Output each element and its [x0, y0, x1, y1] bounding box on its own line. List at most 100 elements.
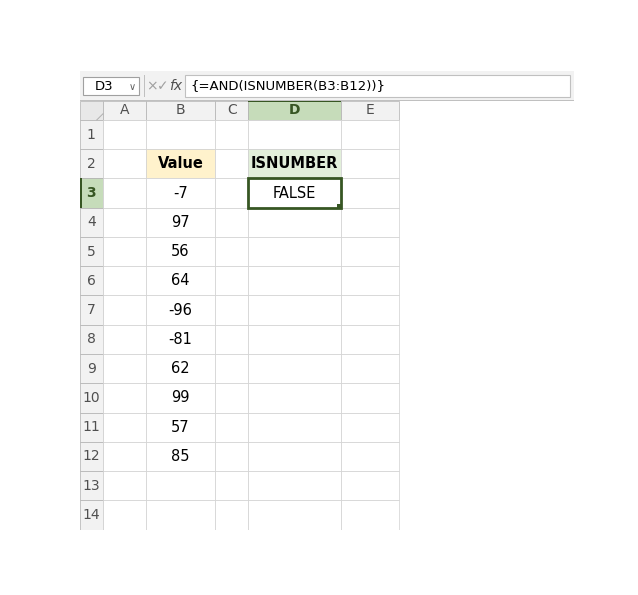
Bar	[248, 296, 341, 325]
Bar	[145, 237, 216, 266]
Bar	[80, 441, 103, 471]
Bar	[341, 296, 399, 325]
Bar	[145, 354, 216, 383]
Bar	[103, 237, 145, 266]
Text: 64: 64	[171, 273, 189, 289]
Text: 6: 6	[87, 274, 96, 288]
Bar	[341, 354, 399, 383]
Bar	[216, 383, 248, 412]
Bar	[248, 120, 341, 149]
Bar	[103, 149, 145, 178]
Text: 7: 7	[87, 303, 96, 317]
Bar	[341, 120, 399, 149]
Bar	[103, 266, 145, 296]
Bar	[103, 412, 145, 441]
Text: 99: 99	[171, 390, 189, 405]
Text: D3: D3	[95, 80, 114, 93]
Bar	[248, 325, 341, 354]
Bar	[80, 100, 574, 101]
Bar	[341, 101, 399, 120]
Bar	[248, 441, 341, 471]
Text: 9: 9	[87, 362, 96, 375]
Bar	[103, 208, 145, 237]
Bar	[337, 204, 341, 208]
Bar	[216, 149, 248, 178]
Text: 2: 2	[87, 157, 96, 171]
Bar	[80, 71, 574, 101]
Bar	[216, 354, 248, 383]
Text: 4: 4	[87, 215, 96, 229]
Bar	[248, 266, 341, 296]
Bar	[248, 178, 341, 208]
Bar	[216, 296, 248, 325]
Bar	[145, 120, 216, 149]
Text: 56: 56	[171, 244, 189, 259]
Bar	[145, 149, 216, 178]
Bar	[103, 383, 145, 412]
Bar	[341, 441, 399, 471]
Bar	[144, 75, 145, 97]
Bar	[248, 412, 341, 441]
Text: 85: 85	[171, 449, 189, 464]
Bar	[103, 120, 145, 149]
Text: -7: -7	[173, 186, 188, 201]
Text: -96: -96	[168, 303, 193, 318]
Bar	[145, 178, 216, 208]
Text: 5: 5	[87, 245, 96, 259]
Bar	[145, 471, 216, 500]
Text: {=AND(ISNUMBER(B3:B12))}: {=AND(ISNUMBER(B3:B12))}	[191, 80, 385, 93]
Bar	[145, 383, 216, 412]
Bar	[103, 101, 145, 120]
Bar	[216, 441, 248, 471]
Bar	[216, 178, 248, 208]
Bar	[341, 471, 399, 500]
Text: Value: Value	[158, 156, 204, 171]
Bar	[341, 325, 399, 354]
Bar	[341, 149, 399, 178]
Bar	[80, 178, 82, 208]
Bar	[145, 500, 216, 530]
Bar	[145, 412, 216, 441]
Text: 8: 8	[87, 333, 96, 346]
Bar	[185, 75, 570, 97]
Bar	[145, 208, 216, 237]
Bar	[145, 441, 216, 471]
Bar	[103, 296, 145, 325]
Bar	[216, 237, 248, 266]
Text: B: B	[175, 104, 185, 117]
Bar	[248, 471, 341, 500]
Bar	[103, 471, 145, 500]
Bar	[80, 296, 103, 325]
Text: ✓: ✓	[157, 79, 168, 93]
Bar	[248, 101, 341, 102]
Bar	[216, 120, 248, 149]
Bar	[216, 208, 248, 237]
Bar	[216, 266, 248, 296]
Bar	[216, 500, 248, 530]
Bar	[216, 471, 248, 500]
Text: ISNUMBER: ISNUMBER	[251, 156, 338, 171]
Bar	[341, 500, 399, 530]
Bar	[248, 101, 341, 120]
Bar	[145, 266, 216, 296]
Bar	[216, 325, 248, 354]
Bar	[248, 383, 341, 412]
Bar	[83, 77, 138, 95]
Text: ∨: ∨	[129, 82, 136, 92]
Bar	[80, 208, 103, 237]
Bar	[80, 383, 103, 412]
Bar	[103, 354, 145, 383]
Bar	[216, 412, 248, 441]
Bar	[80, 120, 103, 149]
Bar	[248, 208, 341, 237]
Text: 14: 14	[82, 508, 100, 522]
Bar	[248, 178, 341, 208]
Bar	[103, 500, 145, 530]
Bar	[80, 101, 103, 120]
Bar	[341, 383, 399, 412]
Text: 57: 57	[171, 419, 190, 434]
Bar	[341, 208, 399, 237]
Bar	[145, 325, 216, 354]
Text: fx: fx	[169, 79, 182, 93]
Text: 62: 62	[171, 361, 190, 376]
